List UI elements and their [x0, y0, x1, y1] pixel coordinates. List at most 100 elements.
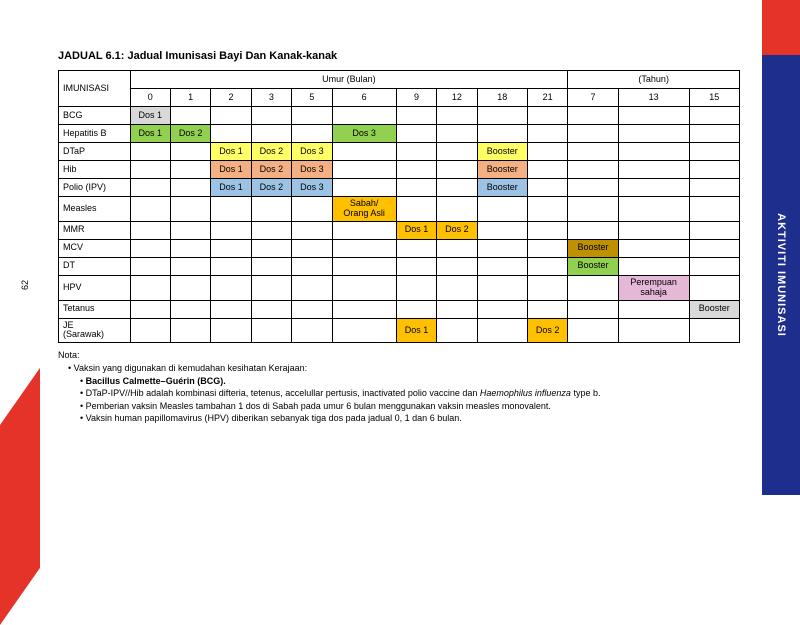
dose-cell: Dos 2: [437, 221, 477, 239]
empty-cell: [211, 107, 251, 125]
header-col-year: 13: [618, 89, 689, 107]
empty-cell: [396, 161, 436, 179]
empty-cell: [170, 300, 210, 318]
empty-cell: [251, 125, 291, 143]
empty-cell: [332, 239, 396, 257]
empty-cell: [437, 239, 477, 257]
empty-cell: [170, 161, 210, 179]
row-label: Measles: [59, 197, 131, 222]
table-row: Polio (IPV)Dos 1Dos 2Dos 3Booster: [59, 179, 740, 197]
empty-cell: [292, 239, 332, 257]
header-col-month: 5: [292, 89, 332, 107]
empty-cell: [170, 197, 210, 222]
empty-cell: [170, 239, 210, 257]
page-title: JADUAL 6.1: Jadual Imunisasi Bayi Dan Ka…: [58, 50, 740, 62]
dose-cell: Dos 2: [527, 318, 567, 343]
side-tab: AKTIVITI IMUNISASI: [762, 55, 800, 495]
row-label: DTaP: [59, 143, 131, 161]
table-body: BCGDos 1Hepatitis BDos 1Dos 2Dos 3DTaPDo…: [59, 107, 740, 343]
header-col-month: 9: [396, 89, 436, 107]
red-accent: [0, 368, 40, 625]
empty-cell: [332, 221, 396, 239]
note-item: Vaksin yang digunakan di kemudahan kesih…: [68, 362, 740, 425]
empty-cell: [437, 161, 477, 179]
empty-cell: [477, 318, 527, 343]
empty-cell: [251, 300, 291, 318]
dose-cell: Dos 3: [292, 143, 332, 161]
header-col-month: 1: [170, 89, 210, 107]
table-row: MCVBooster: [59, 239, 740, 257]
table-row: DTaPDos 1Dos 2Dos 3Booster: [59, 143, 740, 161]
empty-cell: [332, 143, 396, 161]
empty-cell: [170, 143, 210, 161]
empty-cell: [437, 275, 477, 300]
header-imunisasi: IMUNISASI: [59, 71, 131, 107]
table-head: IMUNISASIUmur (Bulan)(Tahun)012356912182…: [59, 71, 740, 107]
dose-cell: Dos 3: [292, 161, 332, 179]
empty-cell: [618, 221, 689, 239]
empty-cell: [211, 197, 251, 222]
empty-cell: [689, 197, 739, 222]
empty-cell: [689, 179, 739, 197]
empty-cell: [396, 275, 436, 300]
empty-cell: [437, 197, 477, 222]
empty-cell: [130, 318, 170, 343]
empty-cell: [251, 239, 291, 257]
dose-cell: Dos 1: [396, 221, 436, 239]
dose-cell: Dos 1: [130, 107, 170, 125]
empty-cell: [477, 221, 527, 239]
notes-section: Nota:Vaksin yang digunakan di kemudahan …: [58, 349, 740, 425]
empty-cell: [130, 275, 170, 300]
empty-cell: [396, 179, 436, 197]
empty-cell: [527, 143, 567, 161]
row-label: MCV: [59, 239, 131, 257]
empty-cell: [689, 125, 739, 143]
empty-cell: [568, 107, 618, 125]
table-row: Hepatitis BDos 1Dos 2Dos 3: [59, 125, 740, 143]
dose-cell: Sabah/Orang Asli: [332, 197, 396, 222]
empty-cell: [689, 257, 739, 275]
empty-cell: [170, 179, 210, 197]
dose-cell: Dos 2: [251, 143, 291, 161]
empty-cell: [170, 275, 210, 300]
header-col-month: 21: [527, 89, 567, 107]
empty-cell: [477, 239, 527, 257]
empty-cell: [568, 179, 618, 197]
empty-cell: [211, 318, 251, 343]
empty-cell: [211, 257, 251, 275]
empty-cell: [618, 197, 689, 222]
empty-cell: [568, 300, 618, 318]
empty-cell: [437, 257, 477, 275]
empty-cell: [251, 107, 291, 125]
dose-cell: Dos 2: [251, 179, 291, 197]
empty-cell: [251, 275, 291, 300]
empty-cell: [292, 197, 332, 222]
empty-cell: [437, 143, 477, 161]
row-label: Hepatitis B: [59, 125, 131, 143]
empty-cell: [437, 125, 477, 143]
empty-cell: [527, 257, 567, 275]
empty-cell: [130, 179, 170, 197]
empty-cell: [332, 257, 396, 275]
dose-cell: Booster: [477, 161, 527, 179]
empty-cell: [477, 197, 527, 222]
header-months-group: Umur (Bulan): [130, 71, 568, 89]
empty-cell: [332, 179, 396, 197]
empty-cell: [527, 197, 567, 222]
row-label: JE(Sarawak): [59, 318, 131, 343]
header-years-group: (Tahun): [568, 71, 740, 89]
dose-cell: Dos 1: [396, 318, 436, 343]
immunisation-table: IMUNISASIUmur (Bulan)(Tahun)012356912182…: [58, 70, 740, 343]
note-item: Pemberian vaksin Measles tambahan 1 dos …: [80, 400, 740, 413]
table-row: Measles Sabah/Orang Asli: [59, 197, 740, 222]
empty-cell: [211, 300, 251, 318]
empty-cell: [527, 300, 567, 318]
empty-cell: [689, 143, 739, 161]
table-row: MMRDos 1Dos 2: [59, 221, 740, 239]
table-row: HPVPerempuansahaja: [59, 275, 740, 300]
empty-cell: [618, 161, 689, 179]
empty-cell: [170, 107, 210, 125]
empty-cell: [477, 125, 527, 143]
empty-cell: [618, 179, 689, 197]
empty-cell: [689, 107, 739, 125]
